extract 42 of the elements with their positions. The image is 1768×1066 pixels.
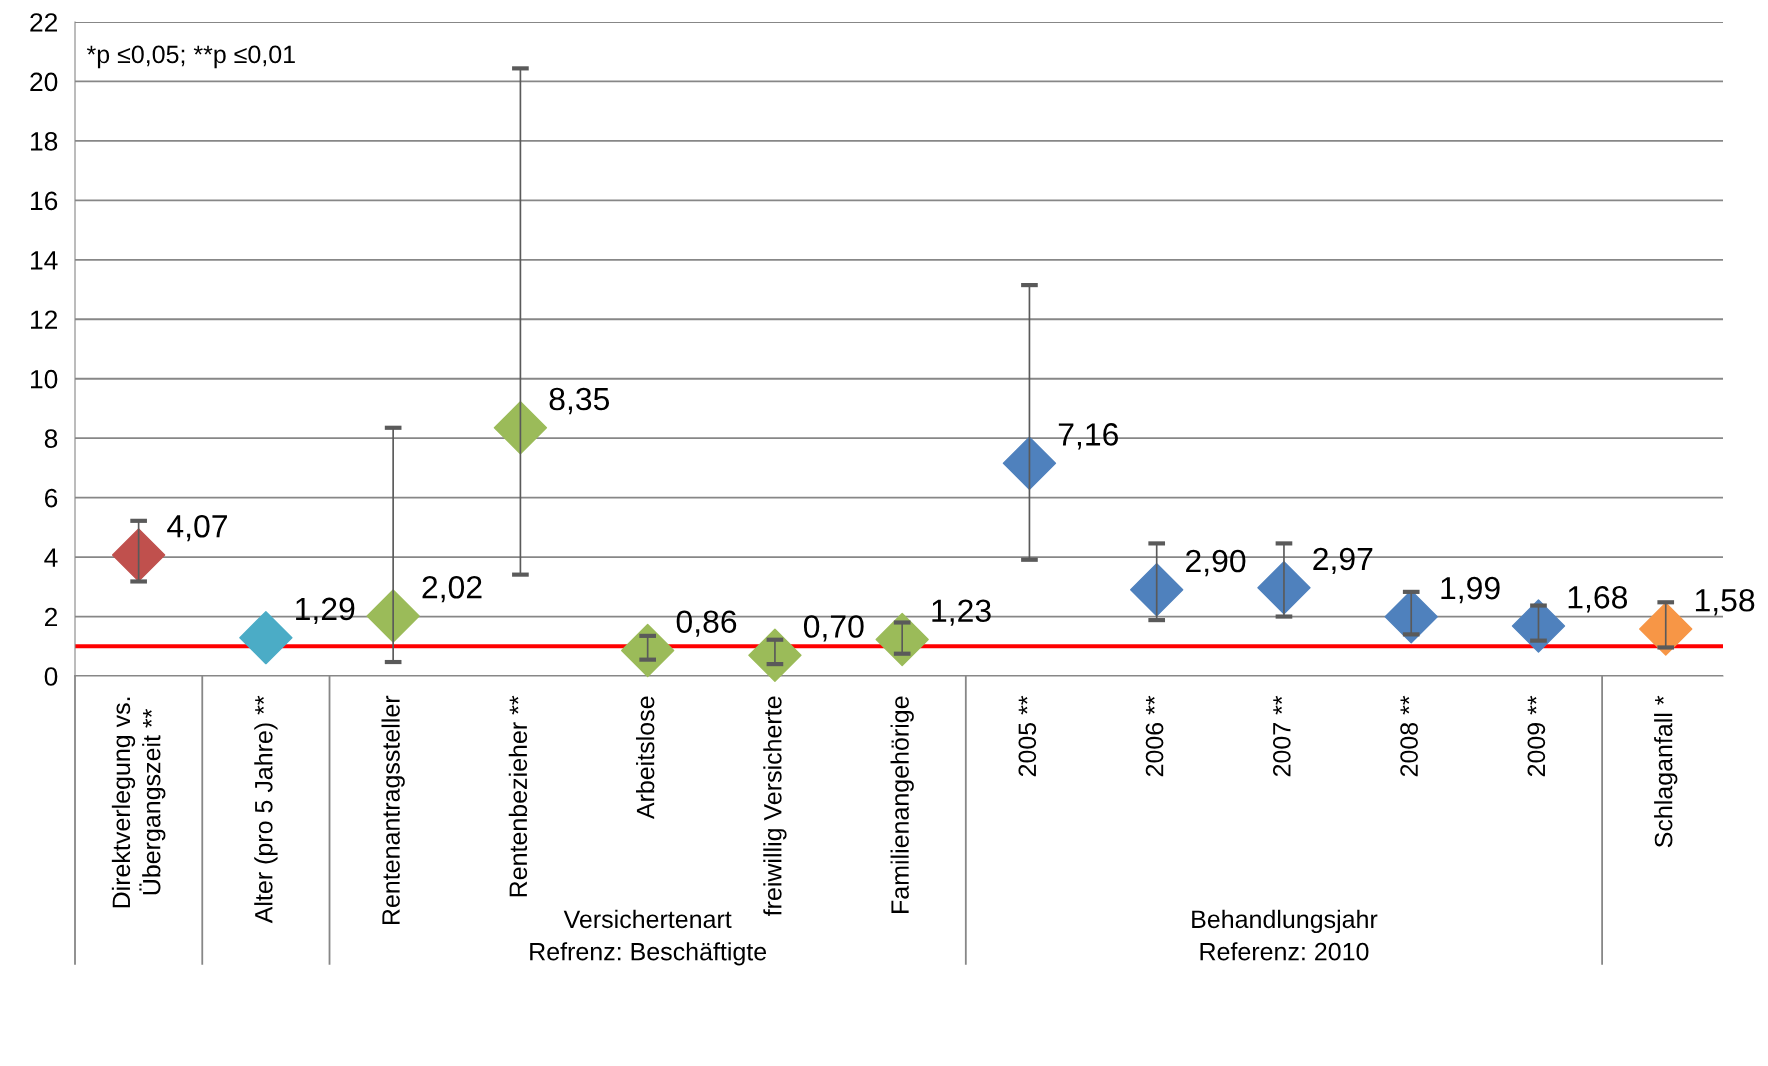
- point: [1002, 436, 1057, 490]
- y-tick-label: 22: [30, 13, 58, 32]
- x-tick-label: Arbeitslose: [636, 696, 655, 820]
- annotation: *p ≤0,05; **p ≤0,01: [86, 45, 295, 69]
- data-label: 1,23: [932, 599, 991, 626]
- data-label: 1,29: [296, 597, 355, 624]
- data-label: 1,99: [1441, 576, 1500, 604]
- data-label: 1,58: [1695, 588, 1755, 616]
- y-tick-label: 4: [44, 548, 58, 567]
- x-tick-label: 2005 **: [1018, 695, 1037, 777]
- data-label: 2,90: [1186, 549, 1246, 577]
- y-tick-label: 2: [44, 607, 58, 627]
- data-label: 2,02: [422, 575, 482, 603]
- y-tick-label: 8: [44, 429, 58, 448]
- data-label: 7,16: [1058, 423, 1118, 450]
- x-tick-label: Alter (pro 5 Jahre) **: [254, 695, 278, 924]
- x-tick-label: 2007 **: [1272, 695, 1291, 777]
- y-tick-label: 18: [31, 132, 58, 151]
- point: [239, 610, 293, 665]
- text: Behandlungsjahr Referenz: 2010: [1192, 909, 1378, 961]
- y-tick-label: 20: [30, 72, 58, 92]
- x-tick-label: Schlaganfall *: [1654, 695, 1678, 848]
- x-tick-label: Rentenantragssteller: [381, 695, 405, 925]
- y-tick-label: 10: [31, 369, 58, 389]
- y-tick-label: 6: [45, 488, 58, 508]
- data-label: 1,68: [1568, 586, 1628, 613]
- x-tick-label: 2009 **: [1527, 695, 1546, 777]
- y-tick-label: 12: [31, 310, 58, 329]
- x-tick-label: 2006 **: [1145, 695, 1164, 777]
- x-tick-label: 2008 **: [1400, 695, 1418, 777]
- x-tick-label: Familienangehörige: [890, 696, 914, 913]
- y-tick-label: 16: [31, 191, 58, 211]
- point: [493, 401, 548, 455]
- data-label: 0,70: [803, 615, 864, 642]
- x-tick-label: Rentenbezieher **: [508, 695, 528, 897]
- y-tick-label: 14: [31, 251, 58, 270]
- data-label: 4,07: [167, 514, 227, 542]
- x-tick-label: Direktverlegung vs. Übergangszeit **: [111, 697, 166, 908]
- y-tick-label: 0: [44, 667, 58, 686]
- data-label: 2,97: [1313, 547, 1373, 575]
- data-label: 0,86: [676, 610, 737, 637]
- data-label: 8,35: [549, 387, 610, 415]
